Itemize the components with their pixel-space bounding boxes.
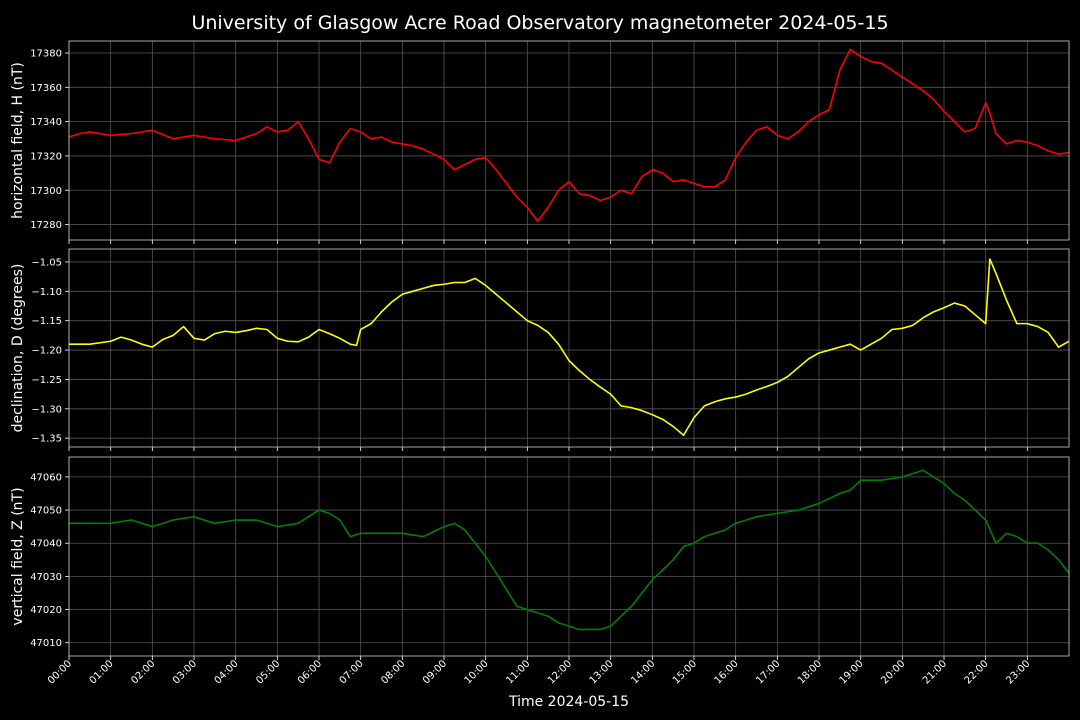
x-tick-label: 14:00: [629, 658, 657, 686]
x-tick-label: 16:00: [713, 658, 741, 686]
y-axis-label: declination, D (degrees): [10, 264, 26, 433]
x-tick-label: 11:00: [504, 658, 532, 686]
y-tick-label: 47030: [30, 572, 62, 583]
x-tick-label: 13:00: [588, 658, 616, 686]
x-tick-label: 00:00: [46, 658, 74, 686]
x-tick-label: 10:00: [463, 658, 491, 686]
y-tick-label: 47020: [30, 605, 62, 616]
x-axis-label: Time 2024-05-15: [508, 694, 629, 710]
y-tick-label: −1.30: [31, 404, 62, 415]
y-tick-label: 17360: [30, 83, 62, 94]
x-tick-label: 17:00: [754, 658, 782, 686]
x-axis: 00:00 01:00 02:00 03:00 04:00 05:00 06:00 07:00…: [46, 658, 1032, 686]
x-tick-label: 19:00: [838, 658, 866, 686]
panel-1: 17280 17300 17320 17340 17360 17380 horizontal…: [10, 40, 1070, 244]
plot-frame: [68, 40, 1070, 241]
y-tick-label: 47060: [30, 472, 62, 483]
chart-title: University of Glasgow Acre Road Observat…: [191, 12, 888, 34]
x-tick-label: 01:00: [88, 658, 116, 686]
x-tick-label: 02:00: [129, 658, 157, 686]
panel-3: 47010 47020 47030 47040 47050 47060 vertical f…: [10, 456, 1070, 660]
y-tick-label: 17320: [30, 151, 62, 162]
x-tick-label: 18:00: [796, 658, 824, 686]
y-tick-label: −1.10: [31, 287, 62, 298]
y-tick-label: −1.25: [31, 375, 62, 386]
series-line: [69, 469, 1070, 631]
series-line: [68, 48, 1070, 222]
y-tick-label: 47010: [30, 638, 62, 649]
x-tick-label: 22:00: [963, 658, 991, 686]
panels: 17280 17300 17320 17340 17360 17380 horizontal…: [10, 40, 1070, 660]
plot-frame: [68, 456, 1070, 657]
x-tick-label: 15:00: [671, 658, 699, 686]
y-tick-label: 17280: [30, 220, 62, 231]
y-tick-label: 47040: [30, 539, 62, 550]
plot-frame: [68, 248, 1070, 448]
x-tick-label: 05:00: [254, 658, 282, 686]
y-tick-label: −1.15: [31, 316, 62, 327]
x-tick-label: 21:00: [921, 658, 949, 686]
series-line: [69, 258, 1070, 437]
y-tick-label: −1.05: [31, 257, 62, 268]
y-tick-label: 17380: [30, 49, 62, 60]
y-tick-label: 17340: [30, 117, 62, 128]
y-axis-label: horizontal field, H (nT): [10, 62, 26, 219]
y-tick-label: 47050: [30, 506, 62, 517]
x-tick-label: 07:00: [338, 658, 366, 686]
x-tick-label: 23:00: [1004, 658, 1032, 686]
x-tick-label: 03:00: [171, 658, 199, 686]
y-tick-label: −1.20: [31, 346, 62, 357]
x-tick-label: 04:00: [213, 658, 241, 686]
x-tick-label: 12:00: [546, 658, 574, 686]
x-tick-label: 20:00: [879, 658, 907, 686]
y-tick-label: −1.35: [31, 434, 62, 445]
x-tick-label: 06:00: [296, 658, 324, 686]
panel-2: −1.35 −1.30 −1.25 −1.20 −1.15 −1.10 −1.05 decli…: [10, 248, 1070, 451]
y-axis-label: vertical field, Z (nT): [10, 487, 26, 625]
y-tick-label: 17300: [30, 186, 62, 197]
x-tick-label: 08:00: [379, 658, 407, 686]
x-tick-label: 09:00: [421, 658, 449, 686]
